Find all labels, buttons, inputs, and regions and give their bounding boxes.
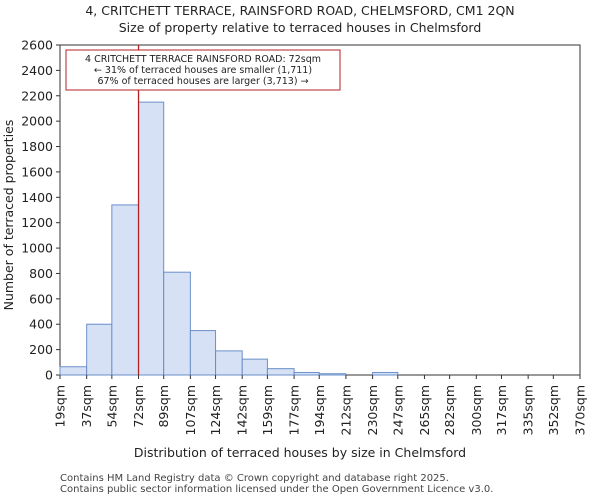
x-tick-label: 177sqm: [287, 385, 302, 435]
y-tick-label: 2600: [21, 38, 53, 53]
histogram-bar: [293, 371, 320, 376]
x-tick-label: 265sqm: [417, 385, 432, 435]
histogram-bar: [318, 373, 347, 376]
y-axis-title: Number of terraced properties: [1, 120, 16, 311]
histogram-bar: [111, 204, 140, 376]
x-tick-label: 212sqm: [338, 385, 353, 435]
x-tick-label: 370sqm: [573, 385, 588, 435]
histogram-bar: [215, 350, 243, 376]
x-tick-label: 194sqm: [312, 385, 327, 435]
y-tick-label: 600: [29, 291, 53, 306]
x-tick-label: 282sqm: [442, 385, 457, 435]
x-tick-label: 37sqm: [79, 385, 94, 428]
histogram-bar: [241, 358, 268, 376]
annotation-text-line: 67% of terraced houses are larger (3,713…: [97, 76, 308, 87]
y-tick-label: 1000: [21, 241, 53, 256]
x-tick-label: 19sqm: [53, 385, 68, 428]
x-tick-label: 89sqm: [156, 385, 171, 428]
x-tick-label: 54sqm: [104, 385, 119, 428]
y-tick-label: 0: [45, 368, 53, 383]
histogram-bar: [266, 368, 295, 376]
histogram-bar: [86, 323, 113, 376]
x-tick-label: 230sqm: [365, 385, 380, 435]
histogram-bar: [163, 271, 191, 376]
histogram-bar: [138, 101, 165, 376]
y-tick-label: 1800: [21, 139, 53, 154]
x-tick-label: 247sqm: [390, 385, 405, 435]
y-tick-label: 2400: [21, 63, 53, 78]
annotation-text-line: 4 CRITCHETT TERRACE RAINSFORD ROAD: 72sq…: [85, 54, 321, 65]
x-tick-label: 335sqm: [521, 385, 536, 435]
y-tick-label: 1400: [21, 190, 53, 205]
x-tick-label: 317sqm: [494, 385, 509, 435]
x-tick-label: 124sqm: [208, 385, 223, 435]
x-tick-label: 352sqm: [546, 385, 561, 435]
x-tick-label: 107sqm: [183, 385, 198, 435]
y-tick-label: 400: [29, 317, 53, 332]
y-tick-label: 200: [29, 342, 53, 357]
footer-copyright: Contains HM Land Registry data © Crown c…: [60, 473, 449, 484]
chart-title-line2: Size of property relative to terraced ho…: [119, 20, 482, 35]
y-tick-label: 800: [29, 266, 53, 281]
y-tick-label: 2000: [21, 114, 53, 129]
histogram-bar: [372, 371, 399, 376]
footer-licence: Contains public sector information licen…: [60, 484, 494, 495]
x-tick-label: 300sqm: [469, 385, 484, 435]
y-tick-label: 1200: [21, 215, 53, 230]
annotation-box: [65, 49, 341, 91]
y-tick-label: 1600: [21, 164, 53, 179]
plot-area: 0 200 400 600 800 1000 1200 1400 1600 1800 2000 220…: [21, 38, 587, 436]
x-tick-label: 159sqm: [260, 385, 275, 435]
chart-title-line1: 4, CRITCHETT TERRACE, RAINSFORD ROAD, CH…: [85, 3, 514, 18]
annotation-text-line: ← 31% of terraced houses are smaller (1,…: [94, 65, 312, 76]
x-tick-label: 142sqm: [235, 385, 250, 435]
x-axis-title: Distribution of terraced houses by size …: [134, 445, 466, 460]
histogram-bar: [189, 330, 217, 376]
x-tick-label: 72sqm: [131, 385, 146, 428]
y-tick-label: 2200: [21, 88, 53, 103]
histogram-bar: [59, 366, 88, 376]
